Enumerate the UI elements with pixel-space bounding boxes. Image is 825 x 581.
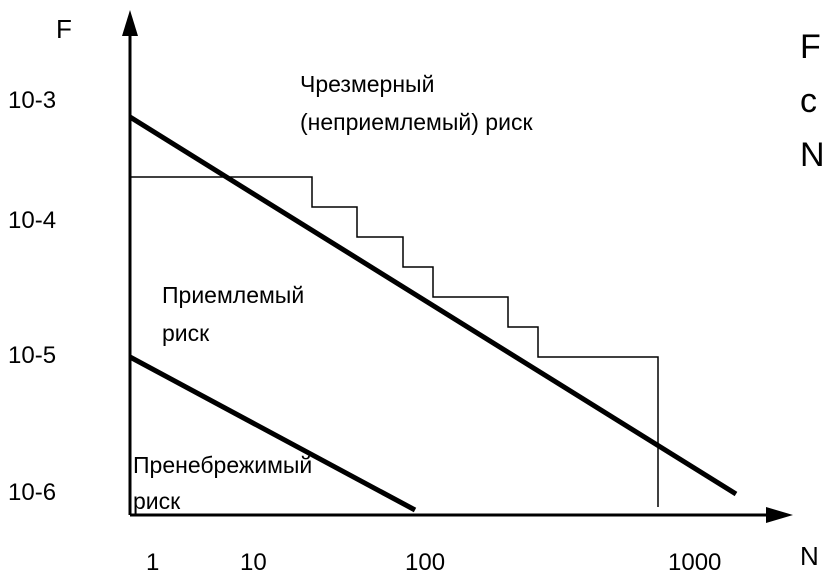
x-axis-label: N	[800, 541, 819, 571]
x-axis-arrowhead	[766, 507, 793, 523]
side-text-line1: F	[800, 28, 821, 66]
side-text-line2: c	[800, 82, 817, 120]
y-axis-label: F	[56, 14, 72, 44]
acceptable-risk-label-line2: риск	[162, 320, 210, 346]
side-text-line3: N	[800, 136, 825, 174]
upper-criterion-line	[128, 114, 738, 497]
unacceptable-risk-label-line2: (неприемлемый) риск	[300, 109, 533, 135]
y-axis-arrowhead	[122, 10, 138, 36]
x-tick-label: 100	[405, 549, 445, 576]
lower-criterion-line	[128, 354, 417, 513]
unacceptable-risk-label-line1: Чрезмерный	[300, 71, 434, 97]
y-tick-label: 10-6	[8, 479, 56, 506]
y-tick-label: 10-5	[8, 342, 56, 369]
y-tick-label: 10-3	[8, 87, 56, 114]
acceptable-risk-label-line1: Приемлемый	[162, 282, 304, 308]
negligible-risk-label-line1: Пренебрежимый	[133, 452, 312, 478]
negligible-risk-label-line2: риск	[133, 488, 181, 514]
x-tick-label: 1	[146, 549, 159, 576]
x-tick-label: 10	[240, 549, 267, 576]
x-tick-label: 1000	[668, 549, 721, 576]
fn-step-curve	[130, 176, 659, 507]
y-tick-label: 10-4	[8, 207, 56, 234]
